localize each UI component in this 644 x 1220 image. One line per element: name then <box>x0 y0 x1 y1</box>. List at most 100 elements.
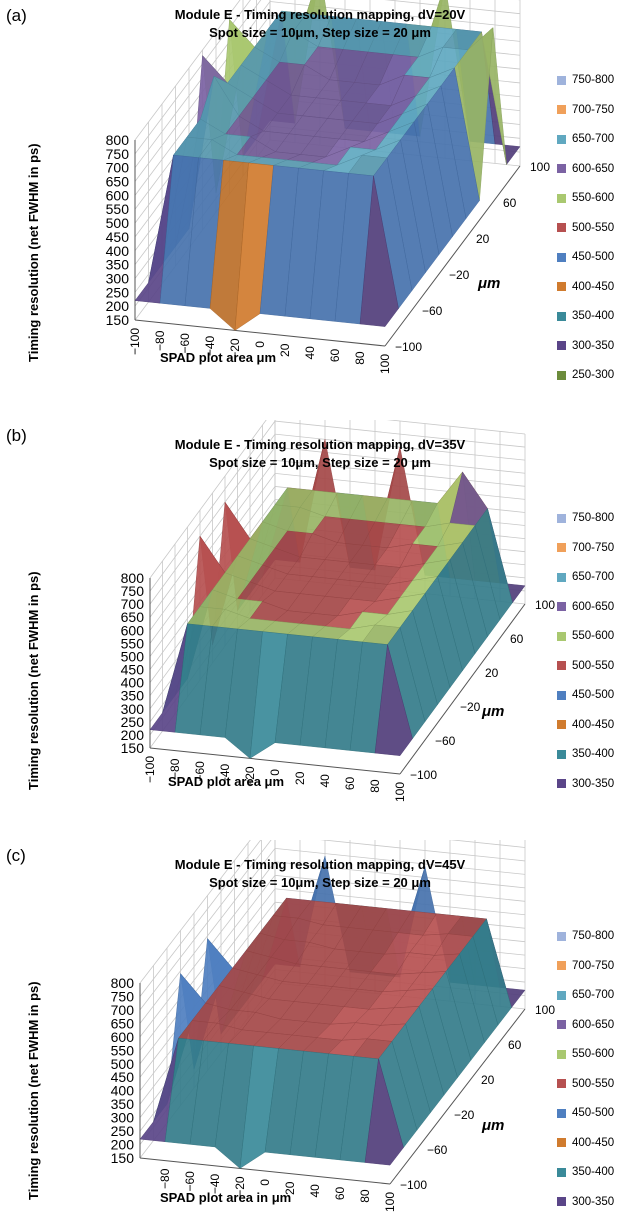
x-axis-line <box>149 747 401 775</box>
z-tick-label: 500 <box>121 648 145 664</box>
legend-swatch <box>557 749 566 759</box>
panel-label: (a) <box>6 6 27 25</box>
legend-swatch <box>557 602 566 611</box>
y-tick-label: 100 <box>530 160 550 174</box>
legend-item: 300-350 <box>557 1196 614 1210</box>
chart-title: Module E - Timing resolution mapping, dV… <box>110 436 530 472</box>
legend-item: 500-550 <box>557 1078 614 1092</box>
z-axis-title: Timing resolution (net FWHM in ps) <box>26 981 41 1200</box>
x-tick-label: −80 <box>158 1168 172 1189</box>
z-tick-label: 400 <box>121 675 145 691</box>
z-axis-title: Timing resolution (net FWHM in ps) <box>26 143 41 362</box>
legend-swatch <box>557 193 566 203</box>
legend-swatch <box>557 513 566 523</box>
z-tick-label: 650 <box>121 609 145 625</box>
y-tick-label: −100 <box>395 340 422 354</box>
legend-label: 300-350 <box>572 777 615 790</box>
surface-patch <box>374 644 413 756</box>
legend-item: 250-300 <box>557 369 614 383</box>
legend-swatch <box>557 1108 566 1118</box>
z-axis-title: Timing resolution (net FWHM in ps) <box>26 571 41 790</box>
x-tick-label: −40 <box>218 763 232 784</box>
y-tick-labels: 100 60 20 −20 −60 −100 <box>395 160 550 354</box>
legend-swatch <box>557 690 566 700</box>
z-tick-label: 450 <box>111 1069 135 1085</box>
legend-item: 350-400 <box>557 748 614 762</box>
y-tick-label: 100 <box>535 1003 555 1017</box>
x-tick-label: 40 <box>318 774 332 788</box>
legend-label: 550-600 <box>572 630 615 642</box>
z-tick-label: 350 <box>106 257 130 273</box>
legend-swatch <box>557 1049 566 1059</box>
z-tick-labels: 8007507006506005505004504003503002502001… <box>106 132 130 328</box>
legend-label: 500-550 <box>572 659 615 672</box>
y-tick-label: 20 <box>481 1073 495 1087</box>
x-tick-label: 20 <box>278 343 292 357</box>
y-tick-label: −100 <box>410 768 437 782</box>
z-tick-label: 250 <box>106 284 130 300</box>
legend-item: 350-400 <box>557 1166 614 1180</box>
legend-label: 750-800 <box>572 512 615 524</box>
x-tick-label: −40 <box>208 1173 222 1194</box>
surface-plot-c: 8007507006506005505004504003503002502001… <box>26 840 555 1212</box>
z-tick-label: 600 <box>111 1029 135 1045</box>
legend-label: 700-750 <box>572 959 615 972</box>
z-tick-label: 400 <box>106 243 130 259</box>
legend-label: 450-500 <box>572 1107 615 1119</box>
legend-swatch <box>557 931 566 941</box>
legend-item: 450-500 <box>557 689 614 703</box>
z-tick-label: 150 <box>121 740 145 756</box>
legend-item: 550-600 <box>557 192 614 206</box>
x-axis-line <box>139 1157 391 1185</box>
legend-label: 500-550 <box>572 1077 615 1090</box>
legend-swatch <box>557 961 566 970</box>
legend-swatch <box>557 1197 566 1206</box>
legend-swatch <box>557 631 566 641</box>
x-tick-label: 60 <box>333 1186 347 1200</box>
x-tick-label: −60 <box>183 1171 197 1192</box>
panel-label: (c) <box>6 846 26 865</box>
y-tick-label: 20 <box>485 666 499 680</box>
legend-item: 600-650 <box>557 1019 614 1033</box>
z-tick-label: 600 <box>121 622 145 638</box>
y-tick-label: −60 <box>435 734 456 748</box>
gridline <box>139 840 526 997</box>
z-tick-label: 650 <box>111 1015 135 1031</box>
legend-item: 300-350 <box>557 778 614 792</box>
x-axis-title: SPAD plot area μm <box>160 350 276 365</box>
legend-item: 600-650 <box>557 601 614 615</box>
y-tick-label: 100 <box>535 598 555 612</box>
legend-label: 350-400 <box>572 748 615 760</box>
surface-plot-b: 8007507006506005505004504003503002502001… <box>26 420 555 802</box>
legend-label: 650-700 <box>572 571 615 583</box>
legend-swatch <box>557 75 566 85</box>
y-tick-label: 20 <box>476 232 490 246</box>
z-tick-label: 800 <box>121 570 145 586</box>
legend-item: 400-450 <box>557 281 614 295</box>
x-tick-label: −100 <box>143 756 157 783</box>
gridline <box>134 0 521 168</box>
legend-item: 750-800 <box>557 74 614 88</box>
legend-label: 250-300 <box>572 369 615 381</box>
legend-item: 550-600 <box>557 1048 614 1062</box>
chart-title: Module E - Timing resolution mapping, dV… <box>110 6 530 42</box>
y-tick-label: 60 <box>510 632 524 646</box>
chart-title-line2: Spot size = 10μm, Step size = 20 μm <box>209 25 431 40</box>
legend-item: 450-500 <box>557 251 614 265</box>
legend-swatch <box>557 1167 566 1177</box>
legend-item: 500-550 <box>557 222 614 236</box>
chart-title-line2: Spot size = 10μm, Step size = 20 μm <box>209 875 431 890</box>
legend-label: 400-450 <box>572 1136 615 1149</box>
legend-swatch <box>557 1079 566 1088</box>
x-tick-label: −40 <box>203 335 217 356</box>
legend-swatch <box>557 311 566 321</box>
surface-patch <box>359 175 399 327</box>
z-tick-label: 500 <box>111 1056 135 1072</box>
x-tick-label: 80 <box>358 1189 372 1203</box>
z-tick-label: 300 <box>121 701 145 717</box>
legend-label: 400-450 <box>572 718 615 731</box>
y-axis-line <box>384 165 521 347</box>
legend-item: 750-800 <box>557 930 614 944</box>
legend-label: 750-800 <box>572 930 615 942</box>
legend-swatch <box>557 105 566 114</box>
